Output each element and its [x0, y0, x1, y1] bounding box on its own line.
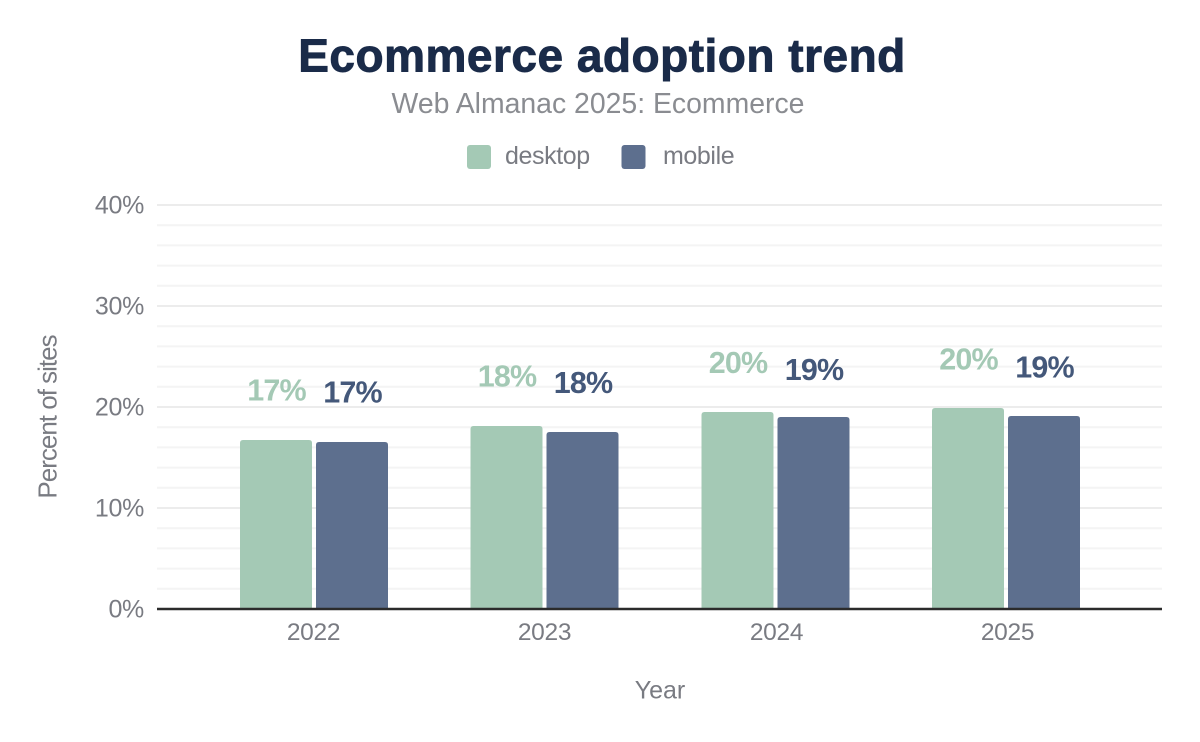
svg-text:mobile: mobile — [663, 142, 734, 170]
svg-text:19%: 19% — [1015, 351, 1074, 385]
svg-text:2025: 2025 — [981, 619, 1034, 646]
svg-text:20%: 20% — [95, 394, 144, 422]
svg-text:18%: 18% — [478, 360, 537, 394]
svg-text:2024: 2024 — [750, 619, 803, 646]
svg-text:desktop: desktop — [505, 142, 590, 170]
svg-text:18%: 18% — [554, 366, 613, 400]
svg-text:0%: 0% — [108, 596, 144, 624]
svg-text:19%: 19% — [785, 353, 844, 387]
svg-text:17%: 17% — [247, 374, 306, 408]
svg-text:17%: 17% — [323, 376, 382, 410]
svg-text:20%: 20% — [939, 343, 998, 377]
svg-text:30%: 30% — [95, 293, 144, 321]
svg-text:2023: 2023 — [518, 619, 571, 646]
svg-text:2022: 2022 — [287, 619, 340, 646]
svg-text:40%: 40% — [95, 192, 144, 220]
svg-text:Year: Year — [635, 677, 686, 705]
svg-text:Percent of sites: Percent of sites — [33, 334, 63, 498]
svg-text:Web Almanac 2025: Ecommerce: Web Almanac 2025: Ecommerce — [392, 88, 805, 120]
svg-text:Ecommerce adoption trend: Ecommerce adoption trend — [298, 30, 906, 82]
svg-text:10%: 10% — [95, 495, 144, 523]
svg-text:20%: 20% — [709, 346, 768, 380]
